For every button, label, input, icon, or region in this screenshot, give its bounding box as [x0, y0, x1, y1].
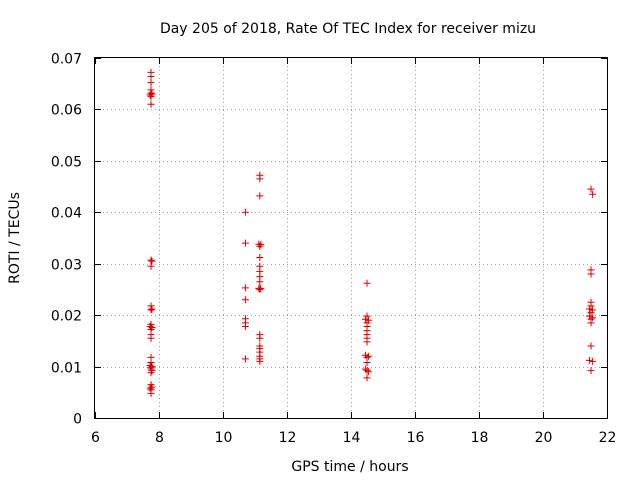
- data-point-marker: [146, 91, 154, 99]
- data-point-marker: [587, 185, 595, 193]
- y-tick-label: 0: [73, 412, 82, 428]
- y-tick-label: 0.01: [51, 361, 82, 377]
- data-point-marker: [363, 358, 371, 366]
- plot-frame: [94, 57, 608, 419]
- data-point-marker: [585, 312, 593, 320]
- data-point-marker: [147, 389, 155, 397]
- y-axis-label: ROTI / TECUs: [7, 192, 23, 284]
- data-point-marker: [585, 356, 593, 364]
- data-point-marker: [256, 254, 264, 262]
- data-point-marker: [256, 278, 264, 286]
- data-point-marker: [147, 100, 155, 108]
- grid: [95, 58, 607, 418]
- data-point-marker: [587, 270, 595, 278]
- data-point-marker: [241, 296, 249, 304]
- y-tick-label: 0.06: [51, 103, 82, 119]
- data-point-marker: [147, 256, 155, 264]
- data-point-marker: [257, 284, 265, 292]
- data-point-marker: [363, 367, 371, 375]
- y-tick-label: 0.05: [51, 155, 82, 171]
- x-tick-label: 16: [407, 430, 425, 446]
- x-tick-label: 20: [535, 430, 553, 446]
- data-point-marker: [241, 322, 249, 330]
- data-point-marker: [257, 241, 265, 249]
- data-point-marker: [587, 309, 595, 317]
- data-point-marker: [585, 305, 593, 313]
- data-point-marker: [147, 369, 155, 377]
- data-point-marker: [589, 314, 597, 322]
- data-point-marker: [587, 302, 595, 310]
- x-tick-label: 22: [599, 430, 617, 446]
- data-point-marker: [589, 357, 597, 365]
- x-axis-label: GPS time / hours: [291, 459, 408, 475]
- data-point-marker: [147, 73, 155, 81]
- data-point-marker: [241, 284, 249, 292]
- x-tick-label: 6: [91, 430, 100, 446]
- data-point-marker: [256, 285, 264, 293]
- data-points: [146, 68, 597, 397]
- data-point-marker: [241, 355, 249, 363]
- data-point-marker: [147, 79, 155, 87]
- data-point-marker: [363, 338, 371, 346]
- data-point-marker: [148, 257, 156, 265]
- y-tick-label: 0.07: [51, 52, 82, 68]
- x-tick-label: 12: [279, 430, 297, 446]
- data-point-marker: [365, 368, 373, 376]
- x-tick-label: 18: [471, 430, 489, 446]
- data-point-marker: [256, 192, 264, 200]
- x-tick-label: 14: [343, 430, 361, 446]
- data-point-marker: [256, 242, 264, 250]
- data-point-marker: [587, 367, 595, 375]
- data-point-marker: [241, 208, 249, 216]
- data-point-marker: [587, 319, 595, 327]
- data-point-marker: [256, 175, 264, 183]
- data-point-marker: [146, 384, 154, 392]
- data-point-marker: [147, 306, 155, 314]
- y-tick-label: 0.02: [51, 309, 82, 325]
- y-tick-label: 0.03: [51, 258, 82, 274]
- data-point-marker: [363, 312, 371, 320]
- data-point-marker: [147, 93, 155, 101]
- data-point-marker: [363, 374, 371, 382]
- chart-title: Day 205 of 2018, Rate Of TEC Index for r…: [160, 21, 536, 37]
- data-point-marker: [241, 239, 249, 247]
- axis-ticks: 6 8 10 12 14 16 18 20 22 0 0.01 0.02 0.03 0.04 0.05 0.0…: [51, 52, 617, 447]
- data-point-marker: [256, 357, 264, 365]
- data-point-marker: [589, 190, 597, 198]
- data-point-marker: [147, 334, 155, 342]
- y-tick-label: 0.04: [51, 206, 82, 222]
- data-point-marker: [363, 279, 371, 287]
- x-tick-label: 8: [155, 430, 164, 446]
- data-point-marker: [365, 352, 373, 360]
- data-point-marker: [256, 334, 264, 342]
- x-tick-label: 10: [215, 430, 233, 446]
- data-point-marker: [361, 315, 369, 323]
- data-point-marker: [587, 342, 595, 350]
- data-point-marker: [147, 262, 155, 270]
- data-point-marker: [148, 305, 156, 313]
